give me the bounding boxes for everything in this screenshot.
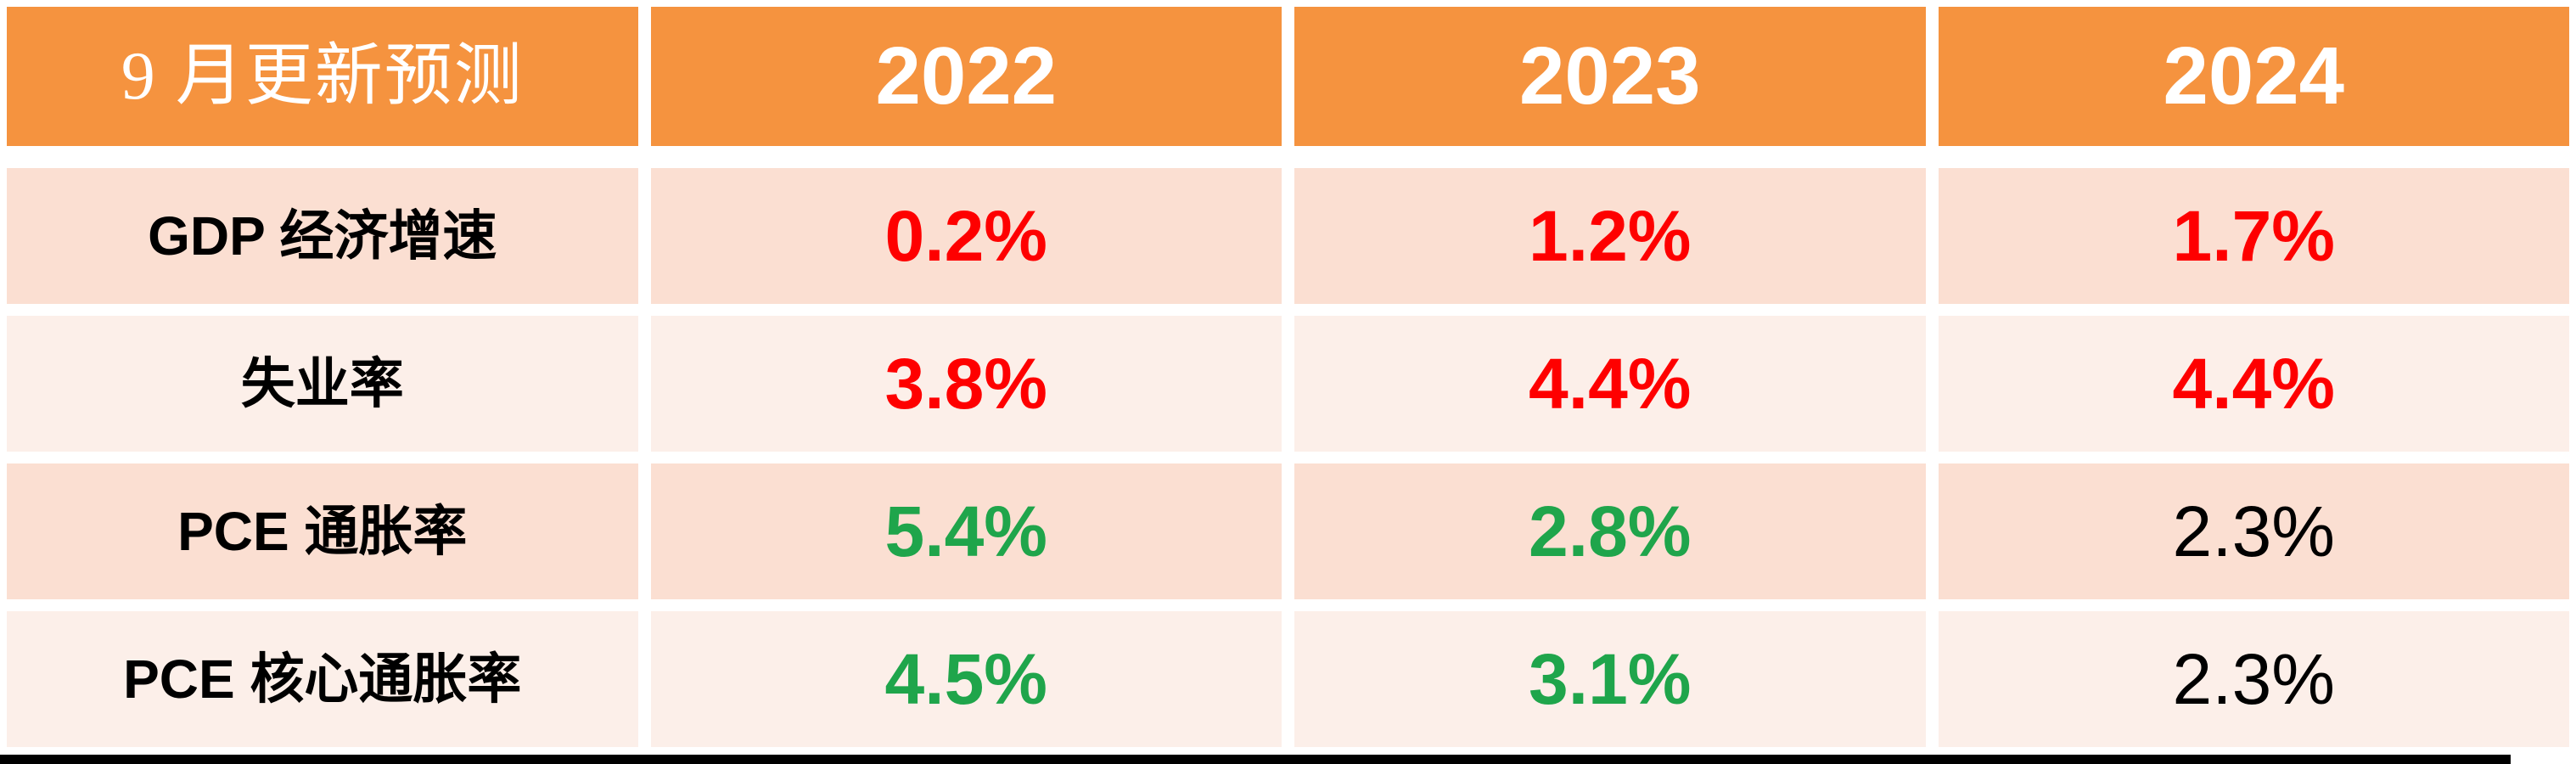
- table-header-row: 9 月更新预测 2022 2023 2024: [7, 7, 2569, 146]
- unemployment-2024-value: 4.4%: [1938, 316, 2569, 452]
- gdp-growth-2023-value: 1.2%: [1294, 168, 1926, 304]
- unemployment-2022-value: 3.8%: [650, 316, 1282, 452]
- core-pce-2023-value: 3.1%: [1294, 611, 1926, 747]
- core-pce-2022-value: 4.5%: [650, 611, 1282, 747]
- unemployment-2023-value: 4.4%: [1294, 316, 1926, 452]
- gdp-growth-2024-value: 1.7%: [1938, 168, 2569, 304]
- year-header-2024: 2024: [1938, 7, 2569, 146]
- bottom-black-bar: [0, 755, 2511, 764]
- pce-inflation-2023-value: 2.8%: [1294, 463, 1926, 599]
- row-label-core-pce-inflation: PCE 核心通胀率: [7, 611, 638, 747]
- table-title-cell: 9 月更新预测: [7, 7, 638, 146]
- pce-inflation-2022-value: 5.4%: [650, 463, 1282, 599]
- core-pce-2024-value: 2.3%: [1938, 611, 2569, 747]
- pce-inflation-2024-value: 2.3%: [1938, 463, 2569, 599]
- year-header-2022: 2022: [650, 7, 1282, 146]
- row-label-gdp-growth: GDP 经济增速: [7, 168, 638, 304]
- row-label-pce-inflation: PCE 通胀率: [7, 463, 638, 599]
- table-body: GDP 经济增速 0.2% 1.2% 1.7% 失业率 3.8% 4.4% 4.…: [7, 168, 2569, 747]
- gdp-growth-2022-value: 0.2%: [650, 168, 1282, 304]
- year-header-2023: 2023: [1294, 7, 1926, 146]
- forecast-table: 9 月更新预测 2022 2023 2024 GDP 经济增速 0.2% 1.2…: [7, 7, 2569, 747]
- row-label-unemployment: 失业率: [7, 316, 638, 452]
